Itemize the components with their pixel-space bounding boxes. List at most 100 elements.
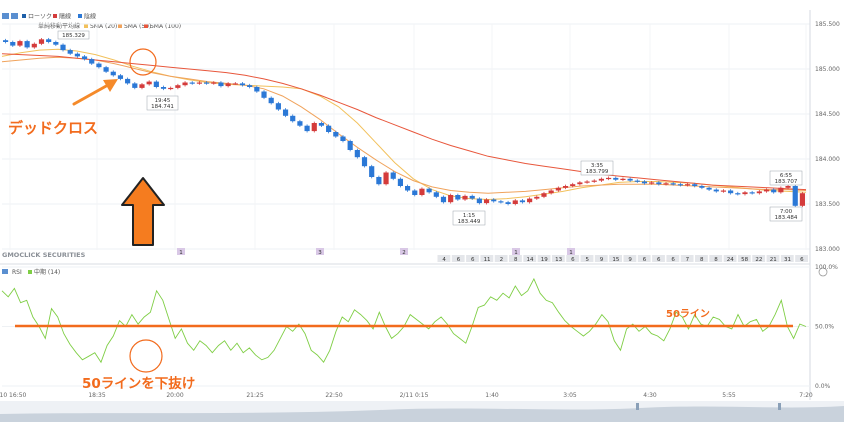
candle	[74, 53, 80, 57]
navigator-handle-right[interactable]	[778, 403, 781, 410]
event-count-cell	[652, 255, 665, 262]
broker-watermark: GMOCLICK SECURITIES	[2, 251, 86, 259]
event-count-label: 6	[457, 257, 461, 263]
candle	[10, 42, 16, 46]
event-count-label: 6	[800, 257, 804, 263]
event-count-cell	[737, 255, 751, 262]
price-tick-label: 185.000	[815, 66, 840, 73]
event-count-cell	[709, 255, 723, 262]
price-tag-335: 3:35 183.799	[580, 160, 614, 176]
legend-sma50-label: SMA (50)	[124, 23, 151, 30]
legend-up-label: 陽線	[59, 13, 71, 21]
price-tag-700-price: 183.484	[775, 215, 798, 221]
legend-candle-label: ローソク	[28, 14, 52, 21]
time-tick-label: 2/10 16:50	[0, 392, 27, 399]
candle	[390, 172, 396, 179]
candle	[728, 190, 734, 194]
time-tick-label: 22:50	[325, 392, 342, 399]
legend-sma100-label: SMA (100)	[150, 23, 181, 30]
legend-row-1[interactable]: ローソク 陽線 陰線	[2, 13, 96, 21]
event-count-cell	[466, 255, 479, 262]
candle	[749, 192, 755, 194]
candle	[218, 82, 224, 87]
candle	[3, 40, 9, 42]
event-count-cell	[780, 255, 794, 262]
candle	[491, 199, 497, 202]
time-tick-label: 18:35	[88, 392, 105, 399]
candle	[527, 198, 533, 203]
event-marker[interactable]	[316, 248, 324, 255]
event-markers[interactable]: 1 3 2 1 1	[177, 248, 575, 256]
legend-row-2[interactable]: 単純移動平均線 SMA (20) SMA (50) SMA (100)	[38, 22, 181, 30]
candle	[182, 82, 188, 86]
candle	[347, 141, 353, 150]
candle	[735, 193, 741, 195]
candle	[340, 136, 346, 141]
event-marker-label: 3	[318, 250, 322, 256]
candle	[60, 44, 66, 51]
candle	[792, 186, 798, 206]
candle	[275, 103, 281, 110]
candle	[562, 186, 569, 188]
candle	[483, 199, 490, 204]
price-tag-700-time: 7:00	[780, 209, 793, 215]
price-tag-335-price: 183.799	[586, 169, 609, 175]
event-count-cell	[609, 255, 622, 262]
candle	[419, 188, 425, 195]
event-marker[interactable]	[512, 248, 520, 255]
event-count-cell	[680, 255, 694, 262]
sma-line	[1, 56, 807, 194]
candle	[24, 41, 30, 48]
candle	[139, 84, 145, 88]
price-tick-label: 183.000	[815, 246, 840, 253]
event-count-label: 8	[714, 257, 718, 263]
rsi-window-icon[interactable]	[2, 269, 8, 274]
candle	[455, 195, 461, 200]
event-count-cell	[766, 255, 780, 262]
candle	[577, 182, 583, 185]
event-count-cell	[551, 255, 565, 262]
event-count-strip: 4 6 6 11 2 8 14 19 13 6 5 9 15 9 6 6 6 7 8 8 24 58 22 21 31 6	[437, 255, 808, 263]
candle	[297, 121, 303, 126]
settings-icon[interactable]	[11, 13, 18, 19]
event-count-label: 6	[471, 257, 475, 263]
candle	[584, 181, 590, 183]
rsi-tick-label: 50.0%	[815, 324, 834, 331]
event-count-label: 6	[643, 257, 647, 263]
legend-swatch-sma50	[118, 24, 122, 28]
candle	[677, 184, 683, 186]
rsi-legend[interactable]: RSI 中期 (14)	[2, 268, 60, 276]
event-count-label: 2	[500, 257, 504, 263]
candle	[426, 188, 432, 193]
event-marker[interactable]	[177, 248, 185, 255]
candle	[125, 78, 131, 84]
candle	[254, 87, 260, 92]
time-tick-label: 20:00	[166, 392, 183, 399]
price-tag-655-price: 183.707	[775, 179, 798, 185]
candle	[261, 91, 267, 98]
event-count-cell	[523, 255, 537, 262]
navigator-handle-left[interactable]	[636, 403, 639, 410]
sma-line	[1, 53, 807, 191]
event-count-cell	[594, 255, 608, 262]
candle	[189, 82, 195, 84]
rsi-tick-label: 0.0%	[815, 383, 831, 390]
event-count-label: 11	[484, 257, 491, 263]
window-icon[interactable]	[2, 13, 9, 19]
candle	[405, 186, 411, 191]
rsi-tick-label: 100.0%	[815, 264, 838, 271]
event-count-cell	[695, 255, 708, 262]
close-pane-icon[interactable]	[818, 267, 828, 277]
event-count-cell	[795, 255, 808, 262]
event-marker[interactable]	[567, 248, 575, 255]
event-count-label: 58	[741, 257, 748, 263]
candle	[620, 178, 626, 180]
navigator[interactable]	[0, 401, 844, 422]
price-axis: 185.500 185.000 184.500 184.000 183.500 183.0…	[809, 10, 840, 400]
candle	[53, 42, 59, 45]
event-count-cell	[723, 255, 737, 262]
event-marker[interactable]	[400, 248, 408, 255]
candle	[771, 189, 777, 193]
time-tick-label: 2/11 0:15	[400, 392, 429, 399]
